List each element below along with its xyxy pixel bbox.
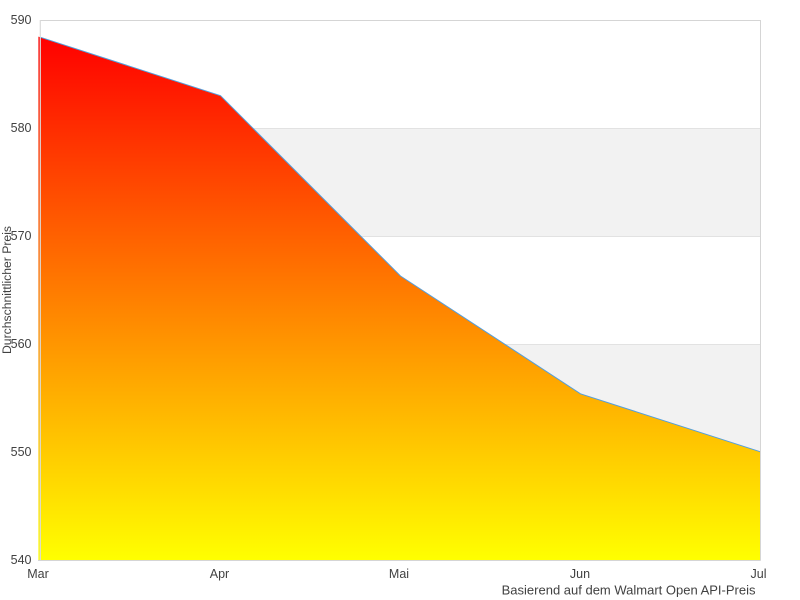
svg-text:Jul: Jul <box>751 567 767 581</box>
svg-text:Apr: Apr <box>210 567 229 581</box>
svg-text:570: 570 <box>11 229 32 243</box>
svg-text:590: 590 <box>11 13 32 27</box>
svg-text:Mar: Mar <box>27 567 49 581</box>
svg-text:Durchschnittlicher Preis: Durchschnittlicher Preis <box>0 226 14 354</box>
svg-text:560: 560 <box>11 337 32 351</box>
svg-text:540: 540 <box>11 553 32 567</box>
svg-text:550: 550 <box>11 445 32 459</box>
svg-text:580: 580 <box>11 121 32 135</box>
svg-text:Basierend auf dem Walmart Open: Basierend auf dem Walmart Open API-Preis <box>502 583 756 598</box>
svg-text:Jun: Jun <box>570 567 590 581</box>
svg-text:Mai: Mai <box>389 567 409 581</box>
